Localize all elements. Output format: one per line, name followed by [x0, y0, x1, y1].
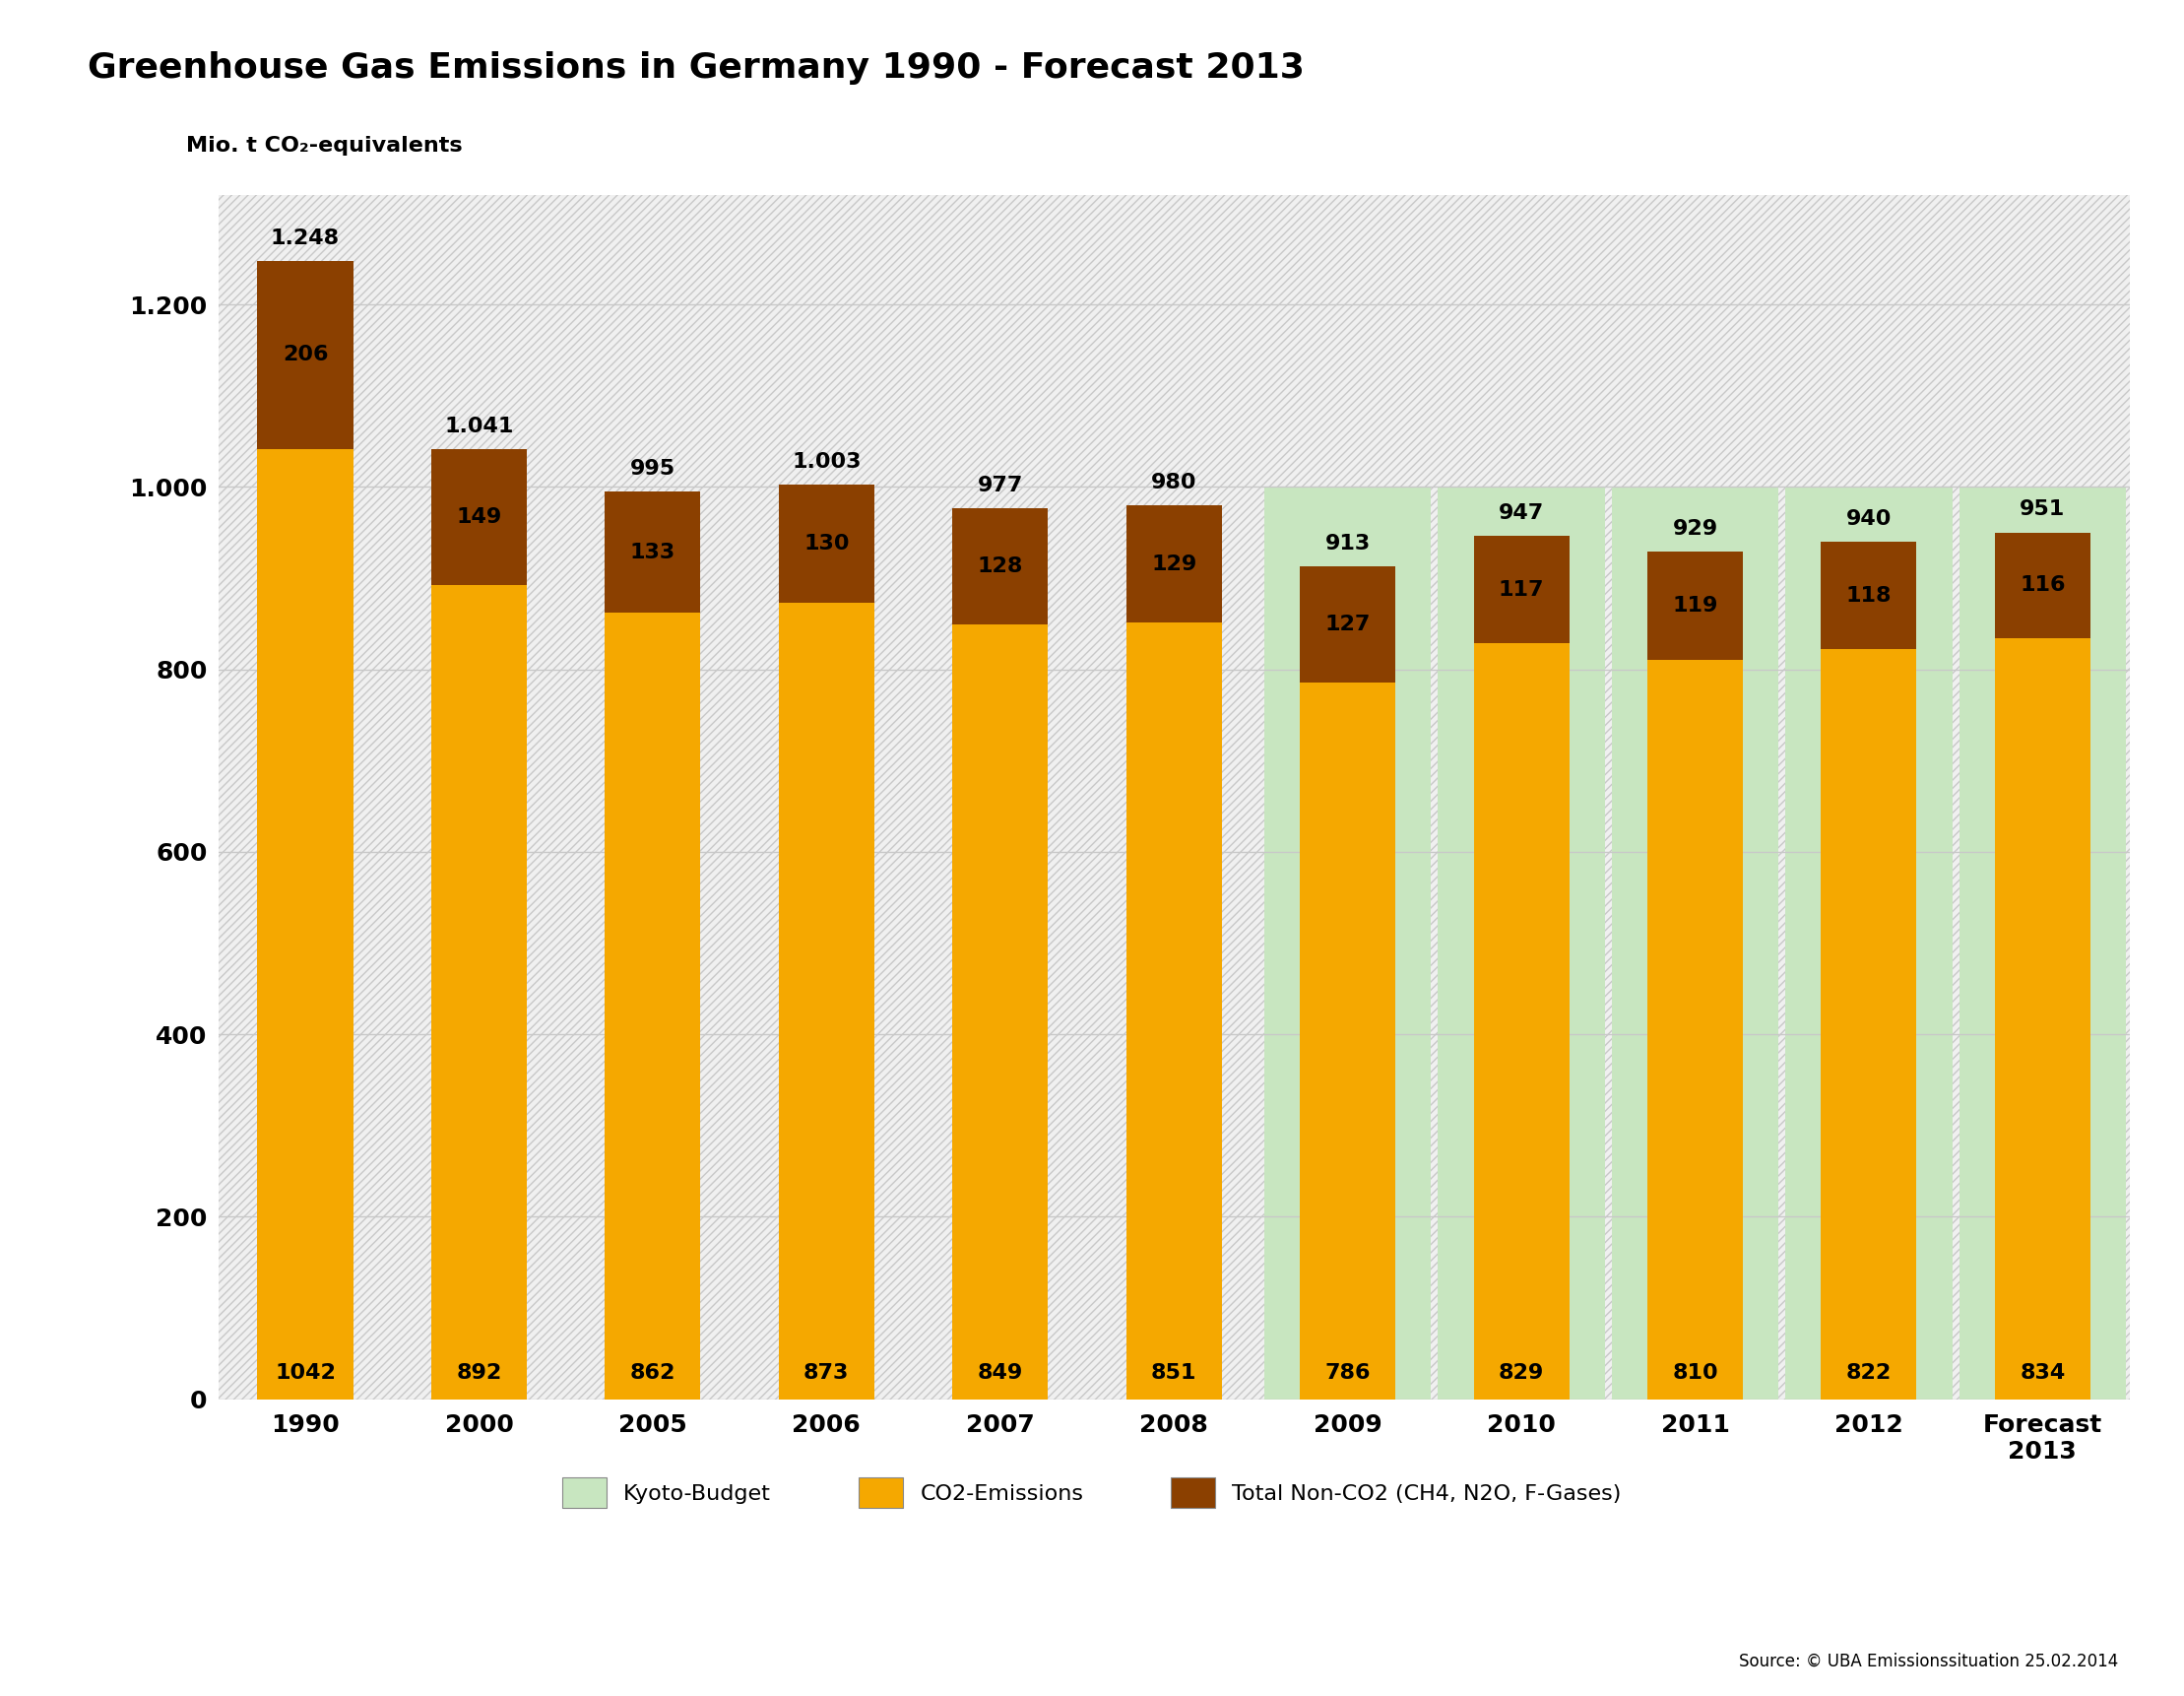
Text: Greenhouse Gas Emissions in Germany 1990 - Forecast 2013: Greenhouse Gas Emissions in Germany 1990… — [87, 51, 1304, 85]
Text: 862: 862 — [629, 1364, 675, 1382]
Text: Source: © UBA Emissionssituation 25.02.2014: Source: © UBA Emissionssituation 25.02.2… — [1738, 1654, 2118, 1671]
Bar — [430, 585, 526, 1399]
Text: 1042: 1042 — [275, 1364, 336, 1382]
Bar — [952, 507, 1048, 624]
Text: 873: 873 — [804, 1364, 850, 1382]
Text: 119: 119 — [1673, 597, 1719, 616]
Text: 810: 810 — [1673, 1364, 1719, 1382]
Bar — [1647, 551, 1743, 660]
Bar — [258, 261, 354, 449]
Text: 977: 977 — [978, 475, 1022, 495]
Bar — [780, 602, 874, 1399]
Text: 127: 127 — [1326, 614, 1369, 634]
Bar — [1127, 505, 1221, 622]
Bar — [1612, 487, 1778, 1399]
Text: 116: 116 — [2020, 575, 2066, 595]
Text: 995: 995 — [629, 460, 675, 478]
Text: 940: 940 — [1845, 509, 1891, 529]
Bar — [1994, 638, 2090, 1399]
Bar — [1994, 533, 2090, 638]
Text: 834: 834 — [2020, 1364, 2066, 1382]
Bar — [1821, 541, 1918, 650]
Bar — [1127, 622, 1221, 1399]
Bar — [1821, 650, 1918, 1399]
Text: 892: 892 — [456, 1364, 502, 1382]
Bar — [952, 624, 1048, 1399]
Text: 829: 829 — [1498, 1364, 1544, 1382]
Text: 130: 130 — [804, 534, 850, 553]
Text: 128: 128 — [978, 556, 1022, 577]
Text: 149: 149 — [456, 507, 502, 527]
Bar — [258, 449, 354, 1399]
Bar — [605, 612, 701, 1399]
Bar — [605, 492, 701, 612]
Text: 822: 822 — [1845, 1364, 1891, 1382]
Text: 851: 851 — [1151, 1364, 1197, 1382]
Bar — [1959, 487, 2125, 1399]
Bar — [1647, 660, 1743, 1399]
Bar — [1784, 487, 1952, 1399]
Bar — [1299, 566, 1396, 682]
Text: 929: 929 — [1673, 519, 1719, 539]
Text: Mio. t CO₂-equivalents: Mio. t CO₂-equivalents — [186, 136, 463, 156]
Bar — [1474, 536, 1568, 643]
Text: 913: 913 — [1326, 534, 1369, 553]
Text: 951: 951 — [2020, 499, 2066, 519]
Legend: Kyoto-Budget, CO2-Emissions, Total Non-CO2 (CH4, N2O, F-Gases): Kyoto-Budget, CO2-Emissions, Total Non-C… — [555, 1469, 1629, 1516]
Bar — [780, 485, 874, 602]
Text: 133: 133 — [629, 543, 675, 561]
Text: 947: 947 — [1498, 502, 1544, 522]
Text: 1.041: 1.041 — [443, 417, 513, 438]
Bar — [430, 449, 526, 585]
Text: 117: 117 — [1498, 580, 1544, 599]
Bar — [1299, 682, 1396, 1399]
Text: 980: 980 — [1151, 473, 1197, 492]
Text: 849: 849 — [978, 1364, 1022, 1382]
Text: 1.248: 1.248 — [271, 229, 341, 248]
Text: 786: 786 — [1326, 1364, 1372, 1382]
Text: 206: 206 — [282, 344, 328, 365]
Text: 129: 129 — [1151, 555, 1197, 573]
Bar — [1474, 643, 1568, 1399]
Bar — [1265, 487, 1431, 1399]
Text: 118: 118 — [1845, 585, 1891, 605]
Bar — [1437, 487, 1605, 1399]
Text: 1.003: 1.003 — [793, 451, 860, 471]
